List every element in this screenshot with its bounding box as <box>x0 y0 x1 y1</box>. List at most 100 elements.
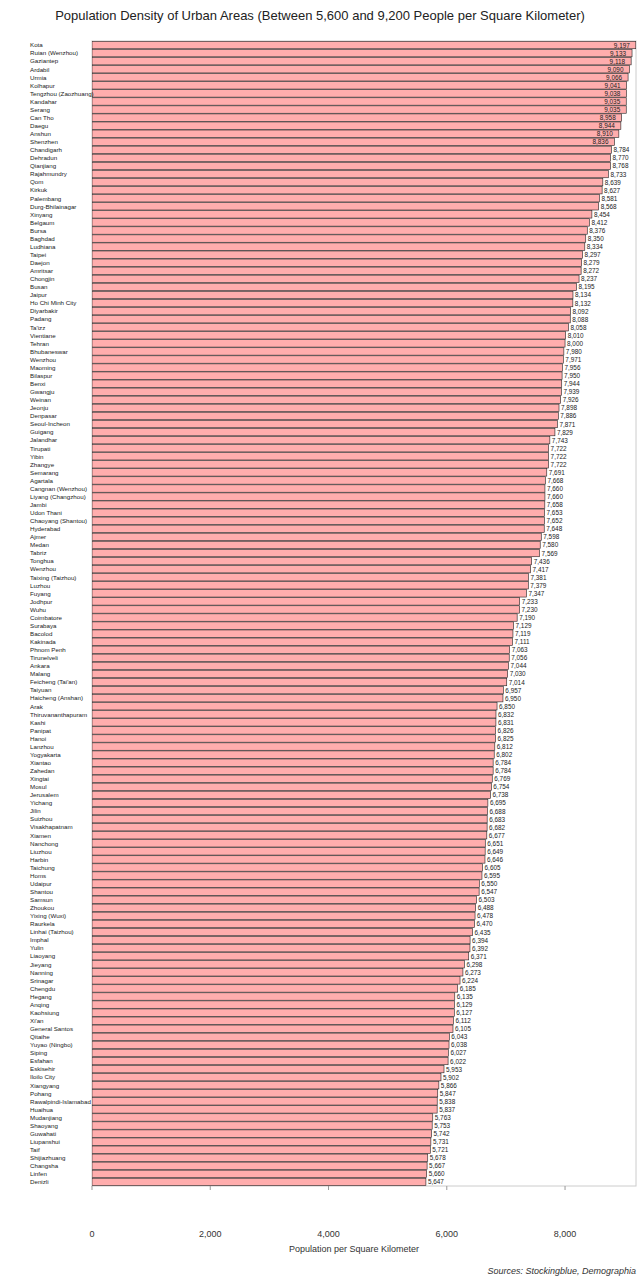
category-label: Hanoi <box>30 735 46 742</box>
data-label: 6,784 <box>495 767 511 774</box>
category-label: Benxi <box>30 380 45 387</box>
category-label: Anshun <box>30 130 52 137</box>
bar <box>92 332 566 339</box>
plot-frame <box>92 41 636 1186</box>
category-label: Mudanjiang <box>30 1114 63 1121</box>
data-label: 7,190 <box>519 614 535 621</box>
bar <box>92 1170 427 1177</box>
data-label: 6,683 <box>489 816 505 823</box>
data-label: 8,195 <box>579 283 595 290</box>
category-label: Chaoyang (Shantou) <box>30 517 87 524</box>
bar <box>92 864 483 871</box>
category-label: Jieyang <box>30 961 52 968</box>
bar <box>92 283 577 290</box>
bar <box>92 694 503 701</box>
category-label: Pohang <box>30 1090 52 1097</box>
data-label: 9,090 <box>607 66 623 73</box>
data-label: 7,119 <box>515 630 531 637</box>
bar <box>92 727 496 734</box>
category-label: Lanzhou <box>30 743 54 750</box>
bar <box>92 1098 437 1105</box>
data-label: 7,580 <box>542 541 558 548</box>
bar <box>92 557 532 564</box>
bar <box>92 1009 454 1016</box>
bar <box>92 904 476 911</box>
bar <box>92 848 485 855</box>
data-label: 6,605 <box>485 864 501 871</box>
category-label: Busan <box>30 283 48 290</box>
bar <box>92 461 549 468</box>
data-label: 8,058 <box>570 324 586 331</box>
category-label: Imphal <box>30 936 49 943</box>
category-label: Jeonju <box>30 404 49 411</box>
category-label: Wuhu <box>30 606 47 613</box>
category-label: Serang <box>30 106 51 113</box>
category-label: Panipat <box>30 727 51 734</box>
category-label: Udon Thani <box>30 509 62 516</box>
bar <box>92 896 477 903</box>
category-label: Siping <box>30 1049 48 1056</box>
data-label: 7,030 <box>510 670 526 677</box>
bar <box>92 372 562 379</box>
bar <box>92 993 455 1000</box>
data-label: 6,298 <box>466 961 482 968</box>
data-label: 5,763 <box>435 1114 451 1121</box>
data-label: 8,944 <box>599 122 615 129</box>
data-label: 8,836 <box>592 138 608 145</box>
category-label: Visakhapatnam <box>30 823 73 830</box>
bar <box>92 799 488 806</box>
bar <box>92 1065 444 1072</box>
bar <box>92 219 589 226</box>
bar <box>92 453 549 460</box>
category-label: Bilaspur <box>30 372 52 379</box>
category-label: Nanchong <box>30 840 59 847</box>
data-label: 6,850 <box>499 703 515 710</box>
data-label: 8,581 <box>601 195 617 202</box>
data-label: 7,230 <box>522 606 538 613</box>
data-label: 5,847 <box>440 1090 456 1097</box>
bar <box>92 944 470 951</box>
data-label: 9,118 <box>610 58 626 65</box>
bar <box>92 678 507 685</box>
data-label: 6,371 <box>471 953 487 960</box>
category-label: Durg-Bhilainagar <box>30 203 76 210</box>
bar <box>92 767 493 774</box>
category-label: Medan <box>30 541 49 548</box>
category-label: Liuzhou <box>30 848 52 855</box>
bar <box>92 1114 433 1121</box>
data-label: 7,944 <box>564 380 580 387</box>
data-label: 8,627 <box>604 187 620 194</box>
bar <box>92 114 622 121</box>
data-label: 5,660 <box>429 1170 445 1177</box>
bar <box>92 396 561 403</box>
bar <box>92 404 559 411</box>
bar <box>92 662 509 669</box>
data-label: 6,802 <box>496 751 512 758</box>
category-label: Rawalpindi-Islamabad <box>30 1098 91 1105</box>
bar <box>92 259 582 266</box>
data-label: 6,812 <box>497 743 513 750</box>
data-label: 6,677 <box>489 832 505 839</box>
bar <box>92 477 545 484</box>
bar <box>92 211 592 218</box>
bar <box>92 840 485 847</box>
bar <box>92 235 586 242</box>
bar <box>92 791 490 798</box>
category-label: Agartala <box>30 477 54 484</box>
data-label: 9,041 <box>605 82 621 89</box>
category-label: Kakinada <box>30 638 56 645</box>
category-label: Palembang <box>30 195 62 202</box>
data-label: 7,111 <box>514 638 529 645</box>
data-label: 6,392 <box>472 945 488 952</box>
data-label: 6,688 <box>489 808 505 815</box>
category-label: Tirupati <box>30 445 50 452</box>
category-label: Chandigarh <box>30 146 63 153</box>
data-label: 7,379 <box>530 582 546 589</box>
data-label: 8,454 <box>594 211 610 218</box>
category-label: Phnom Penh <box>30 646 66 653</box>
data-label: 6,646 <box>487 856 503 863</box>
bar <box>92 735 496 742</box>
category-label: Ho Chi Minh City <box>30 299 77 306</box>
bar <box>92 872 482 879</box>
category-label: Jilin <box>30 807 41 814</box>
